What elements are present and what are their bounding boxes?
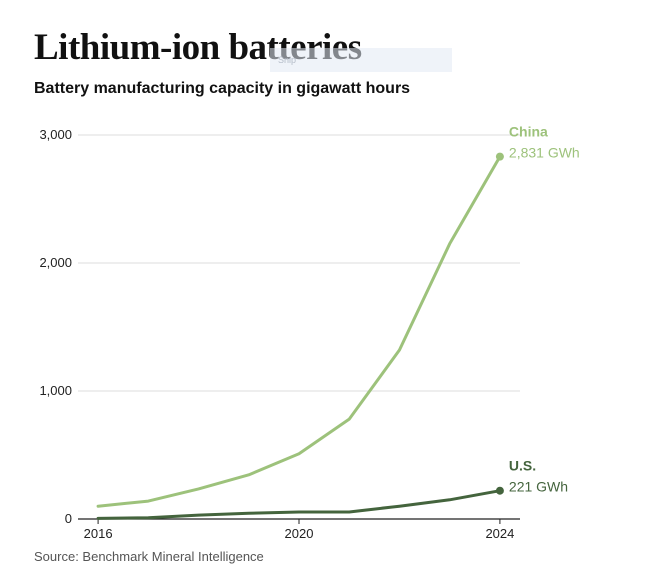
x-tick-label: 2024 — [485, 526, 514, 541]
x-tick-label: 2020 — [285, 526, 314, 541]
series-end-point-u-s — [495, 486, 504, 495]
series-value-label-china: 2,831 GWh — [509, 145, 580, 161]
series-end-point-china — [495, 152, 504, 161]
snip-overlay: Snip — [270, 48, 452, 72]
source-note: Source: Benchmark Mineral Intelligence — [34, 549, 264, 564]
axis-layer: 0 1,000 2,000 3,000 2016 2020 2024 — [39, 127, 520, 541]
y-tick-label: 1,000 — [39, 383, 72, 398]
series-value-label-u-s: 221 GWh — [509, 479, 568, 495]
series-line-u-s — [96, 489, 502, 520]
chart-subtitle: Battery manufacturing capacity in gigawa… — [34, 80, 411, 97]
x-tick-label: 2016 — [84, 526, 113, 541]
label-layer: China 2,831 GWh U.S. 221 GWh — [509, 124, 580, 495]
series-name-label-china: China — [509, 124, 548, 140]
series-line-china — [96, 155, 502, 508]
grid-layer — [78, 134, 520, 392]
y-tick-label: 0 — [65, 511, 72, 526]
series-name-label-u-s: U.S. — [509, 458, 536, 474]
y-tick-label: 2,000 — [39, 255, 72, 270]
y-tick-label: 3,000 — [39, 127, 72, 142]
snip-overlay-text: Snip — [278, 55, 297, 65]
series-layer — [96, 152, 504, 520]
